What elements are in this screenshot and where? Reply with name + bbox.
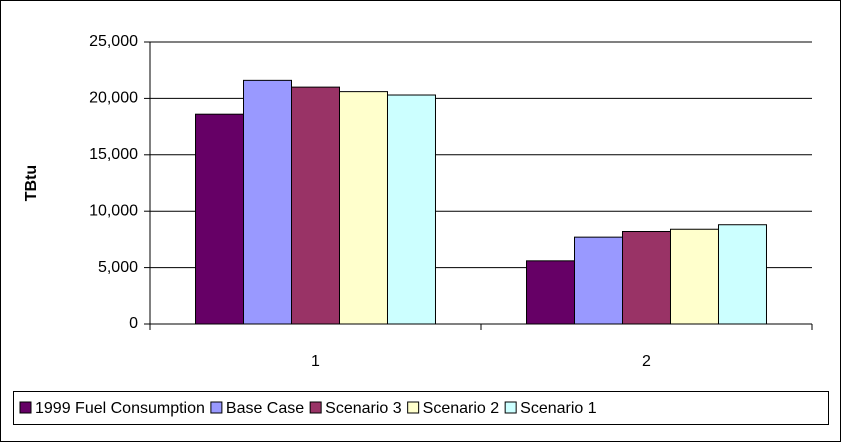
legend-label: Scenario 3 [325, 400, 402, 417]
x-tick-label: 1 [311, 353, 320, 370]
legend-box [13, 391, 829, 425]
bar [338, 91, 388, 325]
bar [195, 113, 245, 325]
bar [574, 236, 624, 325]
y-tick-label: 20,000 [89, 90, 138, 107]
legend-label: 1999 Fuel Consumption [35, 400, 205, 417]
y-tick-label: 25,000 [89, 33, 138, 50]
bar [386, 94, 436, 325]
legend-label: Base Case [226, 400, 304, 417]
bar [526, 260, 576, 325]
bar [669, 228, 719, 325]
legend-swatch [210, 401, 223, 414]
legend-label: Scenario 1 [520, 400, 597, 417]
bar [291, 86, 340, 325]
legend-swatch [504, 401, 517, 414]
legend-label: Scenario 2 [423, 400, 500, 417]
bar [243, 79, 293, 325]
y-tick-label: 10,000 [89, 202, 138, 219]
x-tick-label: 2 [642, 353, 651, 370]
legend-swatch [309, 401, 322, 414]
y-tick-label: 5,000 [98, 259, 138, 276]
y-tick-label: 15,000 [89, 146, 138, 163]
bar [717, 224, 767, 325]
legend-swatch [19, 401, 32, 414]
y-axis-label: TBtu [23, 165, 40, 201]
legend-swatch [407, 401, 420, 414]
bar [622, 231, 671, 325]
y-tick-label: 0 [129, 315, 138, 332]
